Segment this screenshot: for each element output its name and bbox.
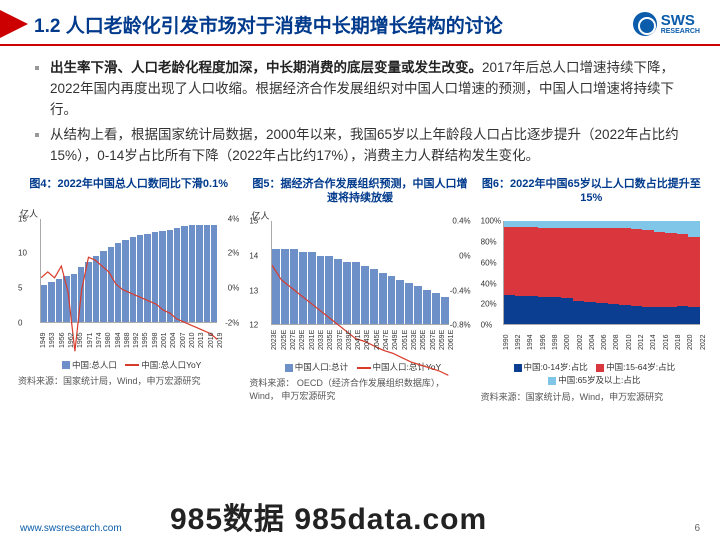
slide-title: 1.2 人口老龄化引发市场对于消费中长期增长结构的讨论 bbox=[34, 11, 633, 38]
page-number: 6 bbox=[694, 523, 700, 534]
chart-title: 图6：2022年中国65岁以上人口数占比提升至15% bbox=[481, 177, 702, 206]
chart-plot: 亿人 12131415 -0.8%-0.4%0%0.4% 2023E2025E2… bbox=[249, 209, 470, 359]
watermark-text: 985数据 985data.com bbox=[170, 494, 487, 538]
plot-area bbox=[503, 221, 700, 325]
line-series bbox=[41, 219, 217, 395]
logo-text: SWS bbox=[661, 13, 700, 28]
footer-url: www.swsresearch.com bbox=[20, 523, 122, 534]
brand-logo: SWS RESEARCH bbox=[633, 12, 700, 36]
chart-1: 图4：2022年中国总人口数同比下滑0.1% 亿人 051015 -2%0%2%… bbox=[18, 177, 239, 403]
chart-plot: 0%20%40%60%80%100% 199019921994199619982… bbox=[481, 209, 702, 359]
chart-title: 图5：据经济合作发展组织预测，中国人口增速将持续放缓 bbox=[249, 177, 470, 206]
chart-3: 图6：2022年中国65岁以上人口数占比提升至15% 0%20%40%60%80… bbox=[481, 177, 702, 403]
slide-header: 1.2 人口老龄化引发市场对于消费中长期增长结构的讨论 SWS RESEARCH bbox=[0, 0, 720, 44]
plot-area bbox=[271, 221, 448, 325]
charts-row: 图4：2022年中国总人口数同比下滑0.1% 亿人 051015 -2%0%2%… bbox=[0, 177, 720, 403]
chart-plot: 亿人 051015 -2%0%2%4% 19491953195619621965… bbox=[18, 207, 239, 357]
header-rule bbox=[0, 44, 720, 46]
chart-legend: 中国:0-14岁:占比 中国:15-64岁:占比 中国:65岁及以上:占比 bbox=[481, 361, 702, 387]
line-series bbox=[272, 221, 448, 397]
chart-title: 图4：2022年中国总人口数同比下滑0.1% bbox=[18, 177, 239, 203]
chart-source: 资料来源：国家统计局，Wind，申万宏源研究 bbox=[481, 390, 702, 403]
logo-subtext: RESEARCH bbox=[661, 28, 700, 35]
header-arrow-icon bbox=[0, 10, 28, 38]
chart-2: 图5：据经济合作发展组织预测，中国人口增速将持续放缓 亿人 12131415 -… bbox=[249, 177, 470, 403]
plot-area bbox=[40, 219, 217, 323]
bullet-item: 出生率下滑、人口老龄化程度加深，中长期消费的底层变量或发生改变。2017年后总人… bbox=[50, 58, 680, 121]
stacked-series bbox=[504, 221, 700, 324]
logo-mark-icon bbox=[633, 12, 657, 36]
bullet-list: 出生率下滑、人口老龄化程度加深，中长期消费的底层变量或发生改变。2017年后总人… bbox=[0, 54, 720, 177]
bullet-item: 从结构上看，根据国家统计局数据，2000年以来，我国65岁以上年龄段人口占比逐步… bbox=[50, 125, 680, 167]
